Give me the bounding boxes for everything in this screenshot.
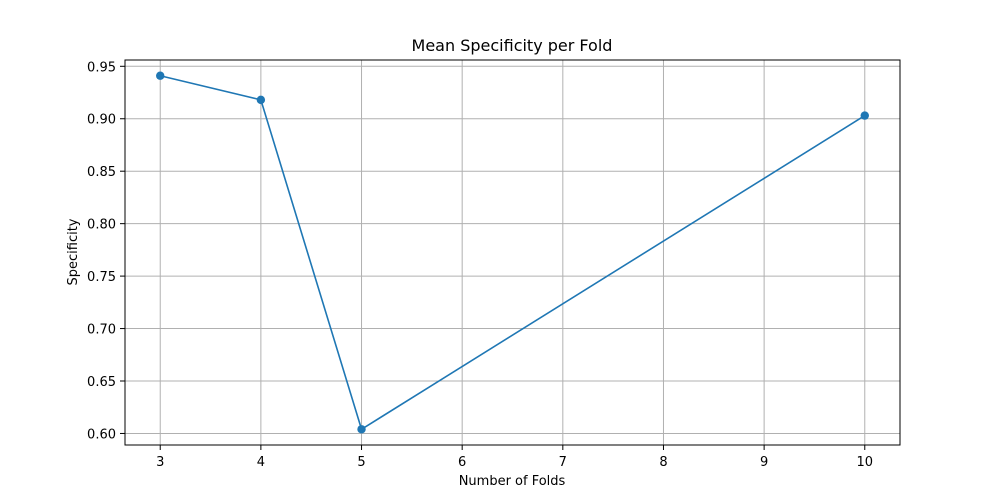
- y-tick-label: 0.70: [87, 323, 116, 338]
- x-tick-label: 7: [559, 455, 567, 470]
- y-tick-label: 0.95: [87, 60, 116, 75]
- x-axis-label: Number of Folds: [459, 474, 566, 489]
- y-tick-label: 0.90: [87, 113, 116, 128]
- data-point: [860, 111, 869, 120]
- x-tick-label: 8: [659, 455, 667, 470]
- plot-area-frame: [124, 59, 901, 446]
- data-point: [256, 95, 266, 105]
- x-tick-label: 6: [458, 455, 466, 470]
- series-line: [160, 74, 866, 431]
- axis-ticks: 3 4 5 6 7 8 9 10 0.60 0.65 0.70 0.75 0.80 0.85 0.90 0.9…: [87, 60, 873, 470]
- chart-title: Mean Specificity per Fold: [412, 36, 613, 55]
- x-tick-label: 9: [760, 455, 768, 470]
- x-tick-label: 4: [257, 455, 265, 470]
- data-point: [357, 425, 366, 434]
- grid-lines: [125, 60, 900, 445]
- y-tick-label: 0.65: [87, 375, 116, 390]
- y-tick-label: 0.75: [87, 270, 116, 285]
- data-series: [156, 71, 869, 434]
- y-tick-label: 0.80: [87, 218, 116, 233]
- x-tick-label: 5: [357, 455, 365, 470]
- y-tick-label: 0.85: [87, 165, 116, 180]
- data-point: [156, 71, 165, 80]
- y-axis-label: Specificity: [66, 218, 81, 285]
- x-tick-label: 10: [856, 455, 873, 470]
- y-tick-label: 0.60: [87, 427, 116, 442]
- x-tick-label: 3: [156, 455, 164, 470]
